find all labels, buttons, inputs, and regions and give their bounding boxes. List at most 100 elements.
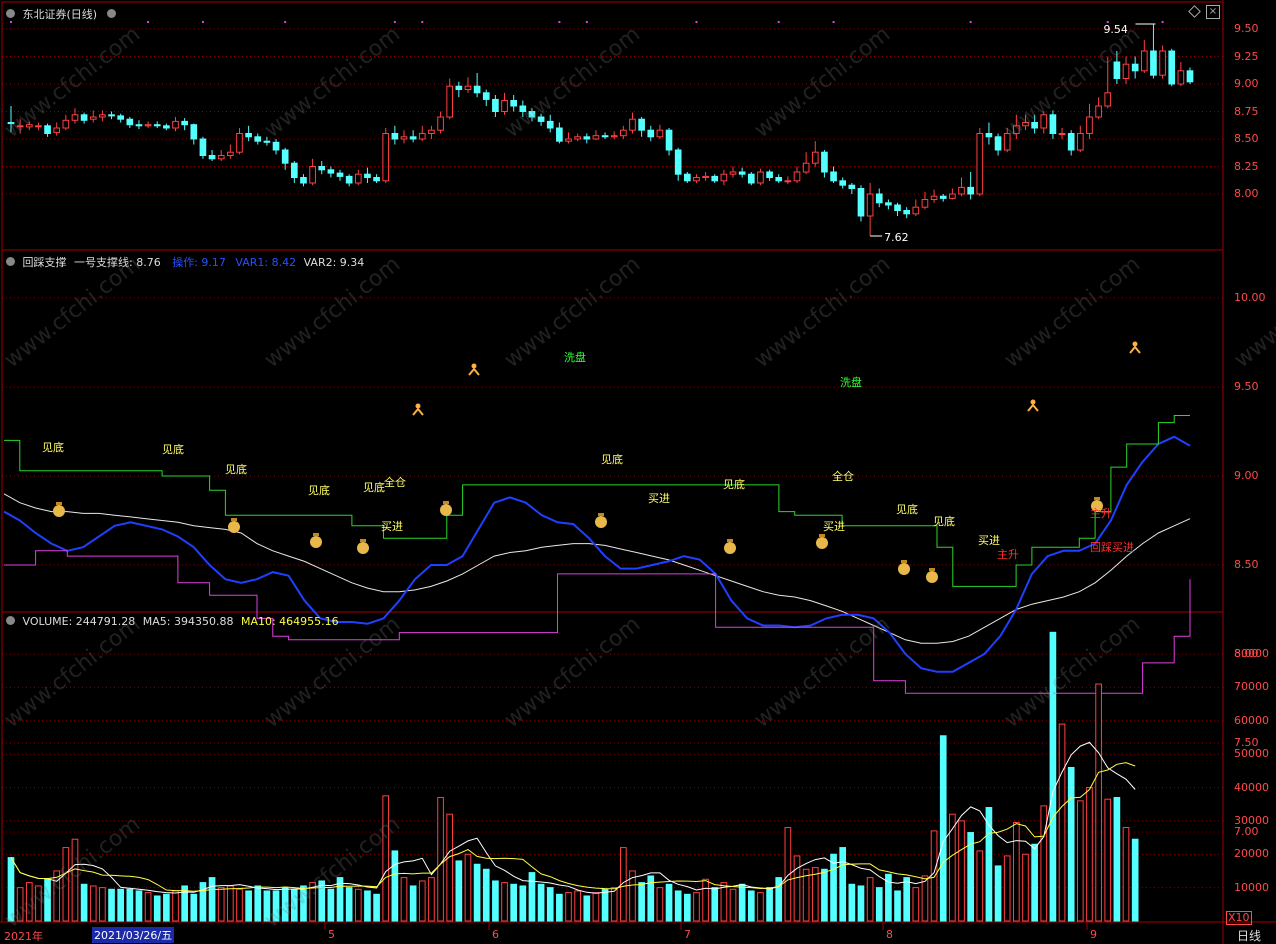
candle-body: [620, 129, 627, 137]
volume-bar: [236, 888, 243, 922]
candle-body: [912, 206, 920, 215]
volume-bar: [894, 890, 901, 922]
candle-body: [190, 124, 198, 140]
var2-value: VAR2: 9.34: [303, 256, 365, 269]
price-tick-label: 8.50: [1234, 132, 1259, 145]
candle-body: [903, 210, 911, 215]
money-bag-icon: [440, 504, 452, 516]
volume-bar: [665, 883, 673, 922]
signal-annotation: 主升: [997, 548, 1019, 561]
candle-body: [839, 180, 847, 186]
volume-bar: [400, 877, 408, 922]
period-button[interactable]: 日线: [1237, 929, 1262, 943]
money-bag-icon: [360, 539, 366, 542]
money-bag-icon: [443, 501, 449, 504]
signal-dot: [695, 21, 698, 23]
settings-chevron-icon[interactable]: [106, 9, 116, 18]
volume-bar: [345, 887, 353, 922]
indicator-name: 回踩支撑: [22, 256, 67, 269]
money-bag-icon: [56, 502, 62, 505]
candle-body: [1086, 116, 1093, 134]
volume-bar: [208, 877, 216, 922]
diamond-icon[interactable]: [1188, 5, 1201, 18]
candle-body: [245, 133, 252, 138]
stock-name: 东北证券: [22, 8, 67, 21]
pane-collapse-icon[interactable]: [6, 9, 15, 18]
volume-bar: [44, 878, 51, 922]
candle-body: [236, 133, 243, 153]
candle-body: [665, 129, 673, 151]
candle-body: [108, 114, 115, 117]
volume-bar: [373, 893, 380, 922]
volume-bar: [793, 855, 801, 922]
candle-body: [693, 177, 700, 182]
candle-body: [300, 177, 307, 184]
candle-body: [1159, 50, 1166, 76]
money-bag-icon: [819, 534, 825, 537]
candle-body: [163, 125, 170, 129]
candle-body: [80, 114, 88, 121]
volume-bar: [775, 877, 783, 922]
candle-body: [227, 151, 234, 156]
volume-bar: [153, 895, 161, 922]
volume-bar: [976, 850, 984, 922]
candle-body: [1031, 122, 1038, 129]
volume-bar: [318, 880, 326, 922]
candle-body: [309, 166, 316, 184]
pane-collapse-icon[interactable]: [6, 616, 15, 625]
candle-body: [766, 171, 773, 178]
volume-bar: [1022, 853, 1029, 922]
candle-body: [254, 136, 262, 142]
candle-body: [44, 125, 51, 135]
close-icon[interactable]: ×: [1206, 5, 1220, 19]
volume-bar: [35, 885, 42, 922]
volume-bar: [967, 832, 974, 922]
volume-bar: [930, 830, 938, 922]
candle-body: [446, 85, 454, 118]
candle-body: [217, 155, 225, 160]
candle-body: [437, 116, 444, 131]
signal-dot: [777, 21, 780, 23]
signal-annotation: 见底: [308, 484, 330, 497]
volume-bar: [144, 892, 152, 922]
pane-collapse-icon[interactable]: [6, 257, 15, 266]
volume-bar: [857, 885, 865, 922]
candle-body: [181, 120, 188, 126]
price-pane-header: 东北证券(日线): [6, 6, 116, 22]
volume-tick-label: 50000: [1234, 747, 1269, 761]
candle-body: [711, 175, 719, 182]
volume-bar: [327, 888, 335, 922]
candle-body: [318, 166, 326, 171]
candle-body: [290, 162, 298, 178]
candle-body: [967, 186, 974, 195]
candle-body: [71, 114, 79, 121]
money-bag-icon: [898, 563, 910, 575]
indicator-tick-label: 7.50: [1234, 736, 1259, 749]
candle-body: [1168, 50, 1176, 85]
volume-bar: [830, 853, 837, 922]
volume-bar: [683, 893, 691, 922]
year-label: 2021年: [4, 930, 43, 943]
candle-body: [391, 133, 399, 140]
period-label: (日线): [66, 8, 98, 21]
volume-unit: X10: [1226, 911, 1252, 925]
volume-bar: [592, 892, 600, 922]
volume-bar: [163, 893, 170, 922]
signal-dot: [421, 21, 424, 23]
candle-body: [985, 133, 993, 138]
signal-annotation: 洗盘: [564, 351, 586, 364]
volume-bar: [802, 868, 810, 922]
candle-body: [921, 199, 929, 208]
volume-bar: [25, 882, 33, 922]
volume-bar: [912, 887, 920, 922]
volume-bar: [455, 860, 463, 922]
volume-bar: [537, 883, 545, 922]
money-bag-icon: [816, 537, 828, 549]
volume-bar: [492, 880, 499, 922]
volume-bar: [382, 795, 390, 922]
support-line-value: 一号支撑线: 8.76: [74, 256, 161, 269]
volume-bar: [409, 885, 417, 922]
indicator-tick-label: 7.00: [1234, 825, 1259, 838]
signal-dot: [201, 21, 204, 23]
